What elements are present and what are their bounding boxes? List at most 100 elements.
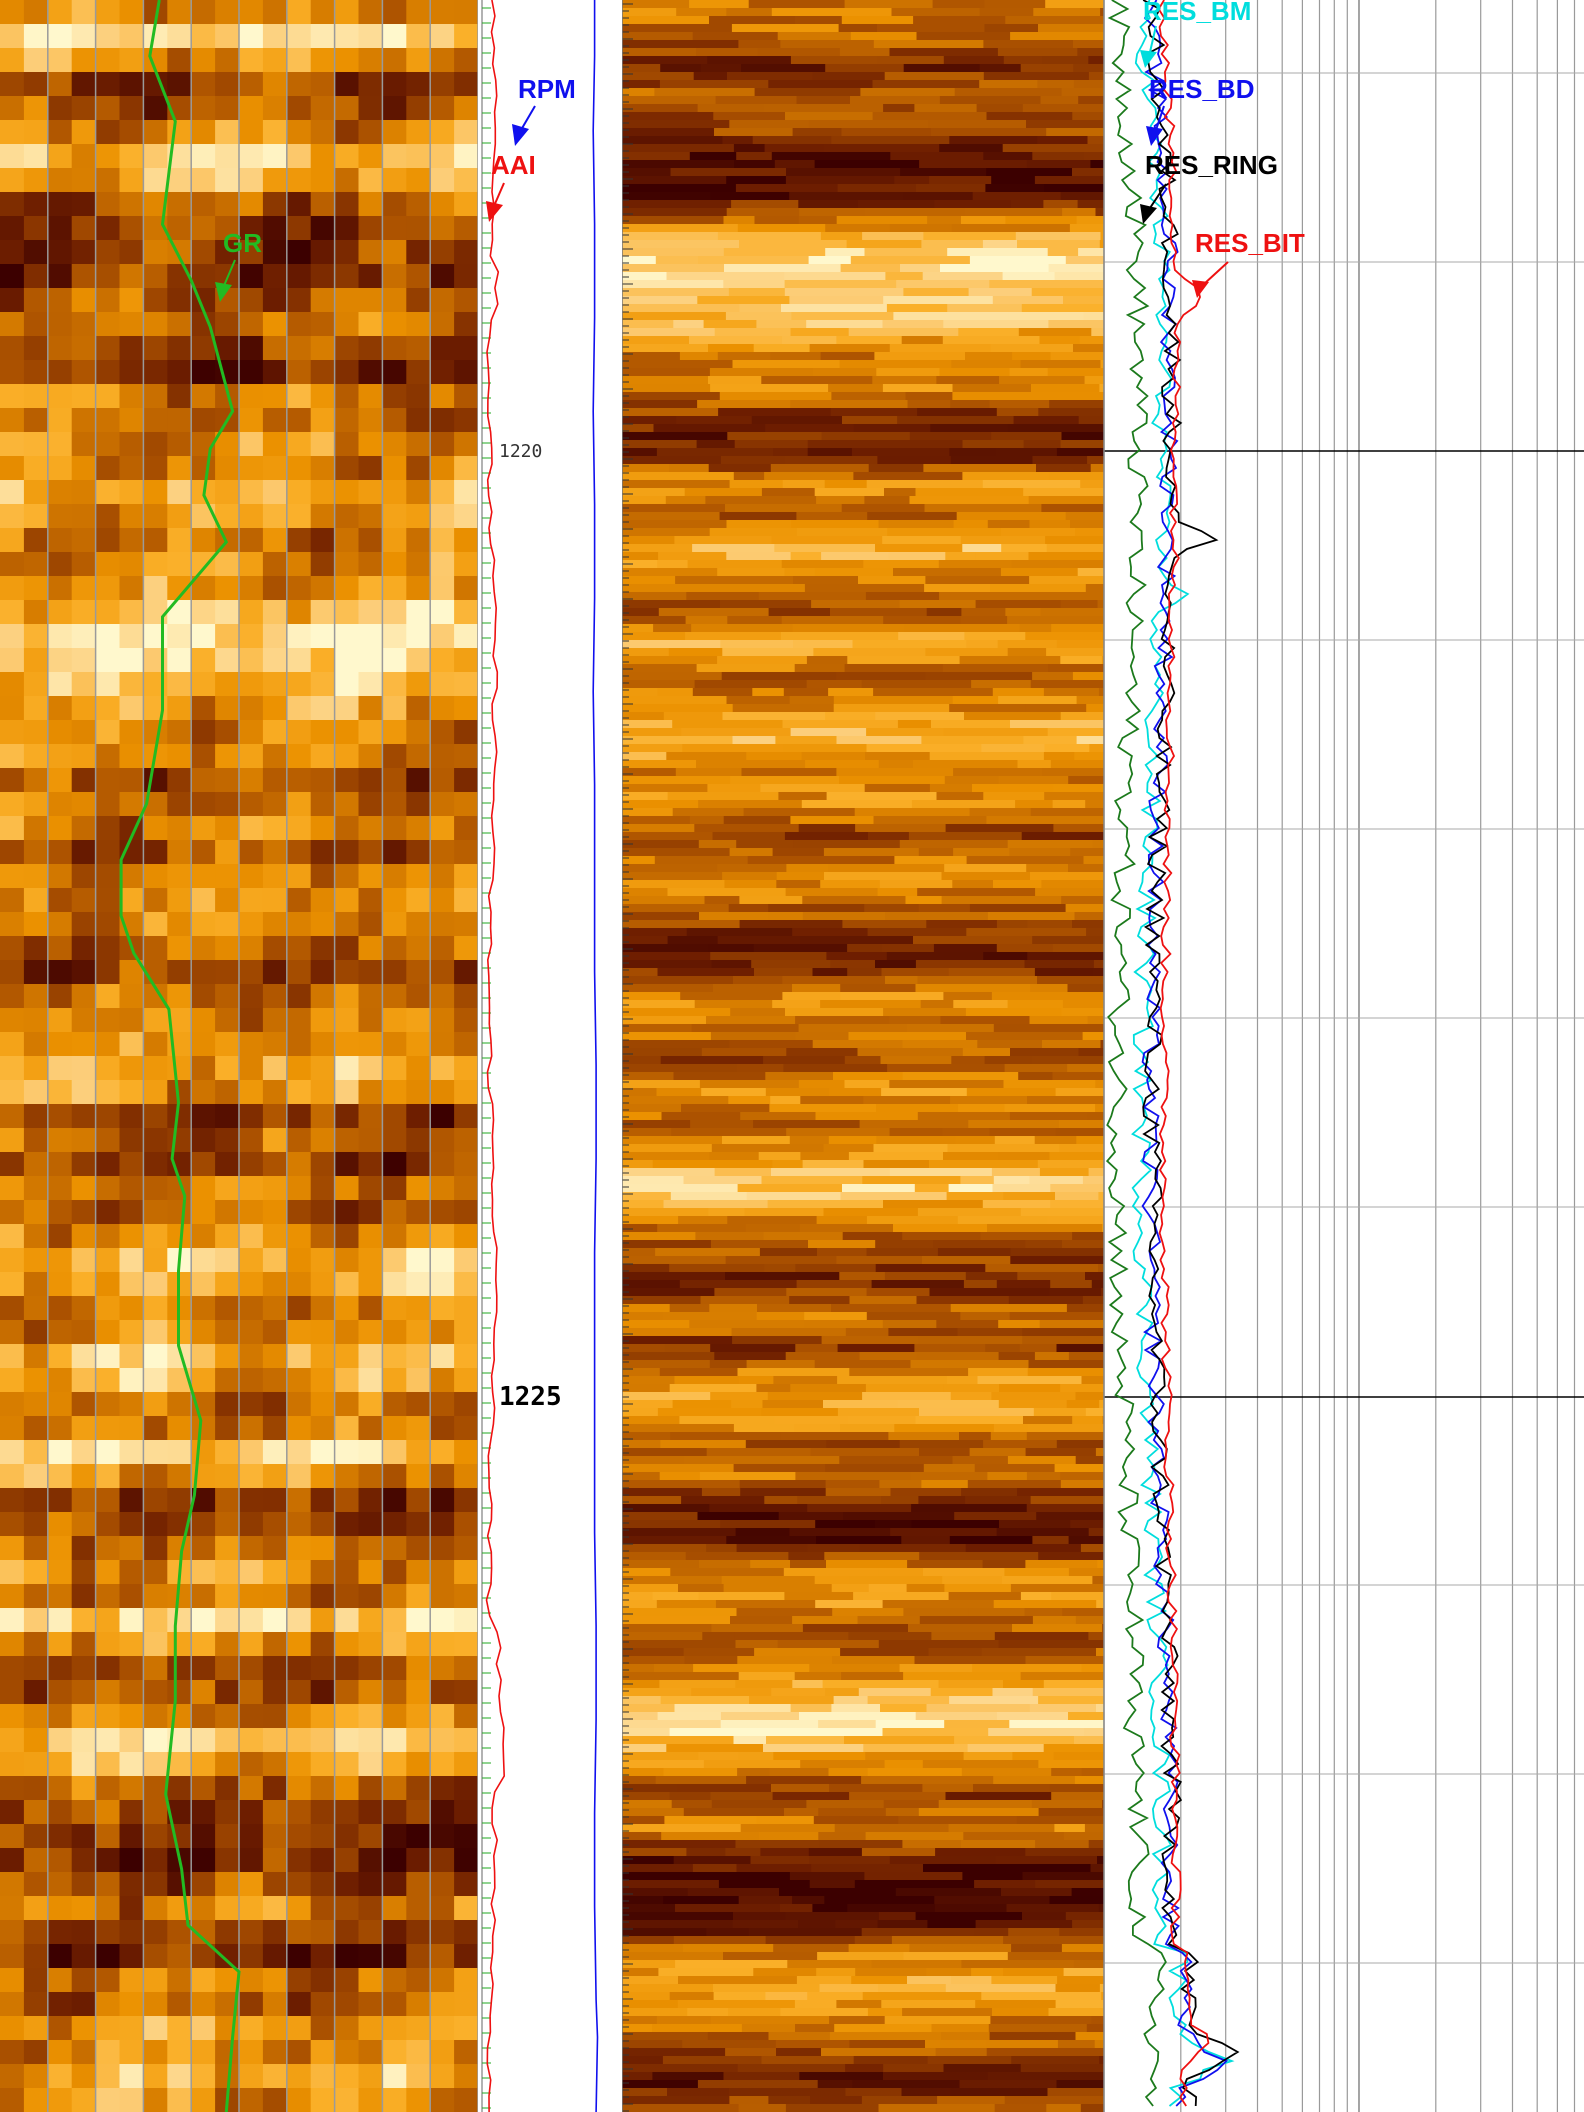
resistivity-image-cell [844,1080,890,1089]
resistivity-image-cell [1090,1864,1104,1873]
gamma-image-cell [119,1320,144,1345]
resistivity-curves-track [1103,0,1584,2112]
gamma-image-cell [143,1440,168,1465]
gamma-image-cell [334,24,360,49]
resistivity-image-cell [810,1448,920,1457]
gamma-image-cell [430,1512,455,1537]
gamma-image-cell [215,1920,240,1945]
resistivity-image-cell [914,1184,950,1193]
resistivity-image-cell [622,1112,663,1121]
resistivity-image-cell [915,960,1025,969]
resistivity-image-cell [622,984,714,993]
resistivity-image-cell [836,672,926,681]
resistivity-image-cell [713,112,786,121]
gamma-image-cell [95,1464,121,1489]
gamma-image-cell [47,1080,73,1105]
gamma-image-cell [0,1080,25,1105]
gamma-image-cell [406,0,431,25]
resistivity-image-cell [982,1200,1051,1209]
resistivity-image-cell [962,472,1050,481]
resistivity-image-cell [921,736,1024,745]
gamma-image-cell [454,1872,478,1897]
gamma-image-cell [334,48,360,73]
resistivity-image-cell [993,1176,1030,1185]
gamma-image-cell [23,480,49,505]
gamma-image-cell [191,1872,216,1897]
resistivity-image-cell [1043,200,1079,209]
gamma-image-cell [358,2088,383,2112]
gamma-image-cell [358,1176,383,1201]
resistivity-image-cell [1099,240,1104,249]
resistivity-image-cell [622,1320,690,1329]
gamma-image-cell [71,744,97,769]
resistivity-image-cell [872,376,937,385]
gamma-image-cell [47,504,73,529]
resistivity-image-cell [622,1656,686,1665]
gamma-image-cell [430,1080,455,1105]
resistivity-image-cell [947,248,1049,257]
gamma-image-cell [239,816,264,841]
resistivity-image-cell [786,1128,891,1137]
gamma-image-cell [71,96,97,121]
resistivity-image-cell [731,1400,764,1409]
gamma-image-cell [215,1008,240,1033]
resistivity-image-cell [693,72,728,81]
gamma-image-cell [215,648,240,673]
gamma-image-cell [430,720,455,745]
resistivity-image-cell [790,400,908,409]
resistivity-image-cell [909,1944,1012,1953]
resistivity-image-cell [796,528,888,537]
gamma-image-cell [310,1656,336,1681]
resistivity-image-cell [723,1584,833,1593]
gamma-image-cell [430,1368,455,1393]
gamma-image-cell [262,600,288,625]
gamma-image-cell [23,1200,49,1225]
resistivity-image-cell [686,928,793,937]
resistivity-image-cell [622,1920,734,1929]
gamma-image-cell [95,768,121,793]
resistivity-image-cell [622,1168,716,1177]
gamma-image-cell [239,1152,264,1177]
gamma-image-cell [215,24,240,49]
gamma-image-cell [23,648,49,673]
gamma-image-cell [47,864,73,889]
resistivity-image-cell [622,664,698,673]
gamma-image-cell [167,600,192,625]
gamma-image-cell [239,1128,264,1153]
gamma-image-cell [191,0,216,25]
resistivity-image-cell [737,1656,833,1665]
resistivity-image-cell [945,1792,1052,1801]
gamma-image-cell [382,720,407,745]
resistivity-image-cell [712,832,786,841]
gamma-image-cell [310,216,336,241]
gamma-image-cell [382,1584,407,1609]
gamma-image-cell [286,744,312,769]
resistivity-image-cell [712,984,793,993]
resistivity-image-cell [790,552,822,561]
gamma-image-cell [191,1824,216,1849]
resistivity-image-cell [919,1408,1035,1417]
gamma-image-cell [406,216,431,241]
resistivity-image-cell [1054,1824,1086,1833]
gamma-image-cell [47,264,73,289]
resistivity-image-cell [991,1976,1058,1985]
gamma-image-cell [262,120,288,145]
resistivity-image-cell [1068,1712,1104,1721]
resistivity-image-cell [710,1392,769,1401]
gamma-image-cell [310,1992,336,2017]
gamma-image-cell [167,864,192,889]
resistivity-image-cell [814,1576,850,1585]
gamma-image-cell [0,504,25,529]
gamma-image-cell [334,816,360,841]
gamma-image-cell [47,1584,73,1609]
resistivity-image-cell [622,1888,689,1897]
gamma-image-cell [143,120,168,145]
resistivity-image-cell [929,1160,1039,1169]
resistivity-image-cell [1017,240,1101,249]
resistivity-image-cell [622,584,732,593]
resistivity-image-cell [709,1304,758,1313]
gamma-image-cell [47,1872,73,1897]
gamma-image-cell [310,744,336,769]
resistivity-image-cell [747,856,861,865]
resistivity-image-cell [903,1672,1022,1681]
